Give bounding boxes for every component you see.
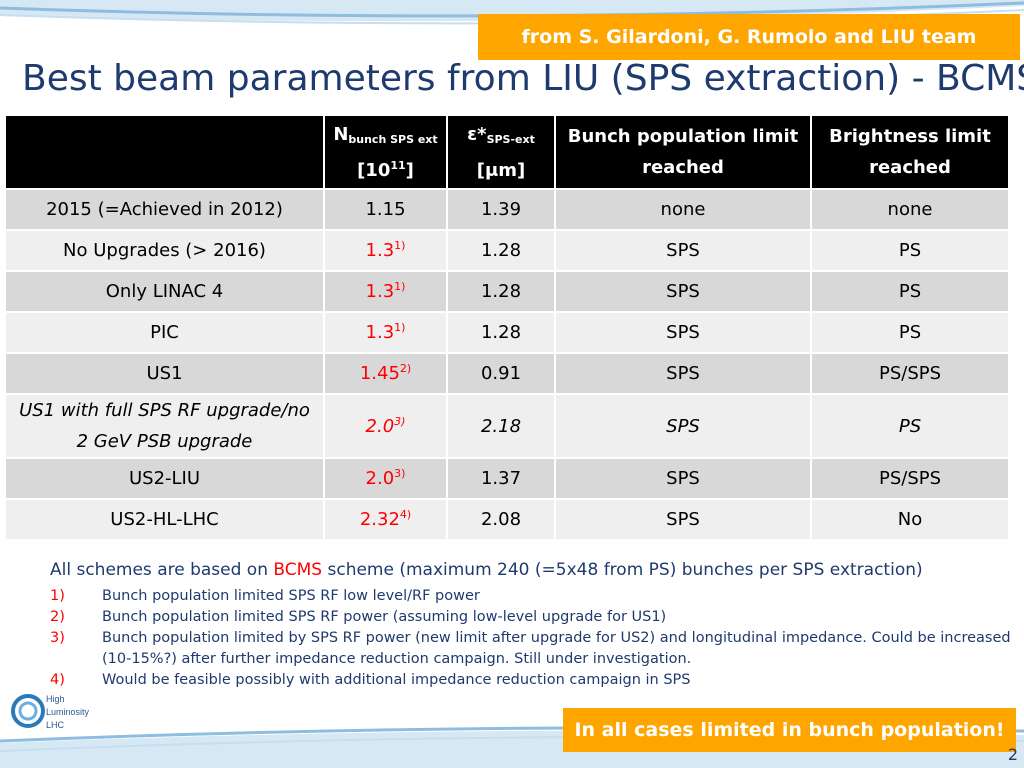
bcms-highlight: BCMS <box>273 560 323 580</box>
emittance-cell: 1.28 <box>446 229 554 270</box>
footnote-item: 4) Would be feasible possibly with addit… <box>50 670 1018 691</box>
table-row: US2-LIU 2.03) 1.37 SPS PS/SPS <box>6 457 1008 498</box>
conclusion-text: In all cases limited in bunch population… <box>574 719 1005 741</box>
credit-text: from S. Gilardoni, G. Rumolo and LIU tea… <box>521 26 977 48</box>
brightness-limit-cell: No <box>810 498 1008 539</box>
emittance-cell: 2.18 <box>446 393 554 457</box>
footnote-text: Bunch population limited SPS RF low leve… <box>102 588 480 604</box>
footnote-text: Would be feasible possibly with addition… <box>102 672 691 688</box>
bunch-limit-cell: SPS <box>554 229 810 270</box>
footnote-number: 1) <box>50 588 65 604</box>
bunch-population-cell: 1.31) <box>323 311 446 352</box>
emittance-cell: 1.39 <box>446 188 554 229</box>
emittance-cell: 1.37 <box>446 457 554 498</box>
bunch-limit-cell: SPS <box>554 270 810 311</box>
emittance-cell: 0.91 <box>446 352 554 393</box>
emittance-cell: 1.28 <box>446 311 554 352</box>
footnote-number: 2) <box>50 609 65 625</box>
bunch-population-cell: 2.03) <box>323 393 446 457</box>
scenario-cell: US2-HL-LHC <box>6 498 323 539</box>
header-scenario <box>6 116 323 188</box>
emittance-cell: 2.08 <box>446 498 554 539</box>
bunch-limit-cell: SPS <box>554 393 810 457</box>
bunch-limit-cell: none <box>554 188 810 229</box>
footnote-item: 1) Bunch population limited SPS RF low l… <box>50 586 1018 607</box>
header-bunch-population: Nbunch SPS ext [1011] <box>323 116 446 188</box>
table-row: PIC 1.31) 1.28 SPS PS <box>6 311 1008 352</box>
conclusion-banner: In all cases limited in bunch population… <box>563 708 1016 752</box>
scenario-cell: US2-LIU <box>6 457 323 498</box>
table-row: 2015 (=Achieved in 2012) 1.15 1.39 none … <box>6 188 1008 229</box>
page-number: 2 <box>1007 745 1018 764</box>
brightness-limit-cell: PS <box>810 270 1008 311</box>
slide-title: Best beam parameters from LIU (SPS extra… <box>22 58 1024 99</box>
logo-line2: Luminosity <box>46 707 90 717</box>
brightness-limit-cell: none <box>810 188 1008 229</box>
scenario-cell: 2015 (=Achieved in 2012) <box>6 188 323 229</box>
table-row: US1 1.452) 0.91 SPS PS/SPS <box>6 352 1008 393</box>
table-row: US1 with full SPS RF upgrade/no 2 GeV PS… <box>6 393 1008 457</box>
footnotes: All schemes are based on BCMS scheme (ma… <box>50 560 1018 691</box>
bunch-population-cell: 1.31) <box>323 270 446 311</box>
header-bunch-limit: Bunch population limit reached <box>554 116 810 188</box>
bunch-population-cell: 1.452) <box>323 352 446 393</box>
footnote-text: Bunch population limited SPS RF power (a… <box>102 609 667 625</box>
footnote-item: 2) Bunch population limited SPS RF power… <box>50 607 1018 628</box>
bunch-limit-cell: SPS <box>554 457 810 498</box>
bunch-population-cell: 1.15 <box>323 188 446 229</box>
table-row: No Upgrades (> 2016) 1.31) 1.28 SPS PS <box>6 229 1008 270</box>
hilumi-lhc-logo: High Luminosity LHC <box>11 694 90 730</box>
bunch-population-cell: 2.324) <box>323 498 446 539</box>
scenario-cell: Only LINAC 4 <box>6 270 323 311</box>
scenario-cell: PIC <box>6 311 323 352</box>
table-header-row: Nbunch SPS ext [1011] ε*SPS-ext [μm] Bun… <box>6 116 1008 188</box>
bunch-population-cell: 1.31) <box>323 229 446 270</box>
scenario-cell: US1 <box>6 352 323 393</box>
bunch-limit-cell: SPS <box>554 498 810 539</box>
table-row: US2-HL-LHC 2.324) 2.08 SPS No <box>6 498 1008 539</box>
credit-banner: from S. Gilardoni, G. Rumolo and LIU tea… <box>478 14 1020 60</box>
footnote-text: Bunch population limited by SPS RF power… <box>102 630 1011 667</box>
table-row: Only LINAC 4 1.31) 1.28 SPS PS <box>6 270 1008 311</box>
bunch-limit-cell: SPS <box>554 352 810 393</box>
brightness-limit-cell: PS/SPS <box>810 352 1008 393</box>
footnote-item: 3) Bunch population limited by SPS RF po… <box>50 628 1018 670</box>
brightness-limit-cell: PS <box>810 393 1008 457</box>
notes-summary: All schemes are based on BCMS scheme (ma… <box>50 560 923 580</box>
logo-line1: High <box>46 694 65 704</box>
header-emittance: ε*SPS-ext [μm] <box>446 116 554 188</box>
brightness-limit-cell: PS <box>810 229 1008 270</box>
beam-parameters-table: Nbunch SPS ext [1011] ε*SPS-ext [μm] Bun… <box>6 116 1008 539</box>
bunch-population-cell: 2.03) <box>323 457 446 498</box>
footnote-number: 3) <box>50 630 65 646</box>
footnote-number: 4) <box>50 672 65 688</box>
header-brightness-limit: Brightness limit reached <box>810 116 1008 188</box>
scenario-cell: US1 with full SPS RF upgrade/no 2 GeV PS… <box>6 393 323 457</box>
emittance-cell: 1.28 <box>446 270 554 311</box>
brightness-limit-cell: PS <box>810 311 1008 352</box>
bunch-limit-cell: SPS <box>554 311 810 352</box>
logo-line3: LHC <box>46 720 65 730</box>
scenario-cell: No Upgrades (> 2016) <box>6 229 323 270</box>
brightness-limit-cell: PS/SPS <box>810 457 1008 498</box>
